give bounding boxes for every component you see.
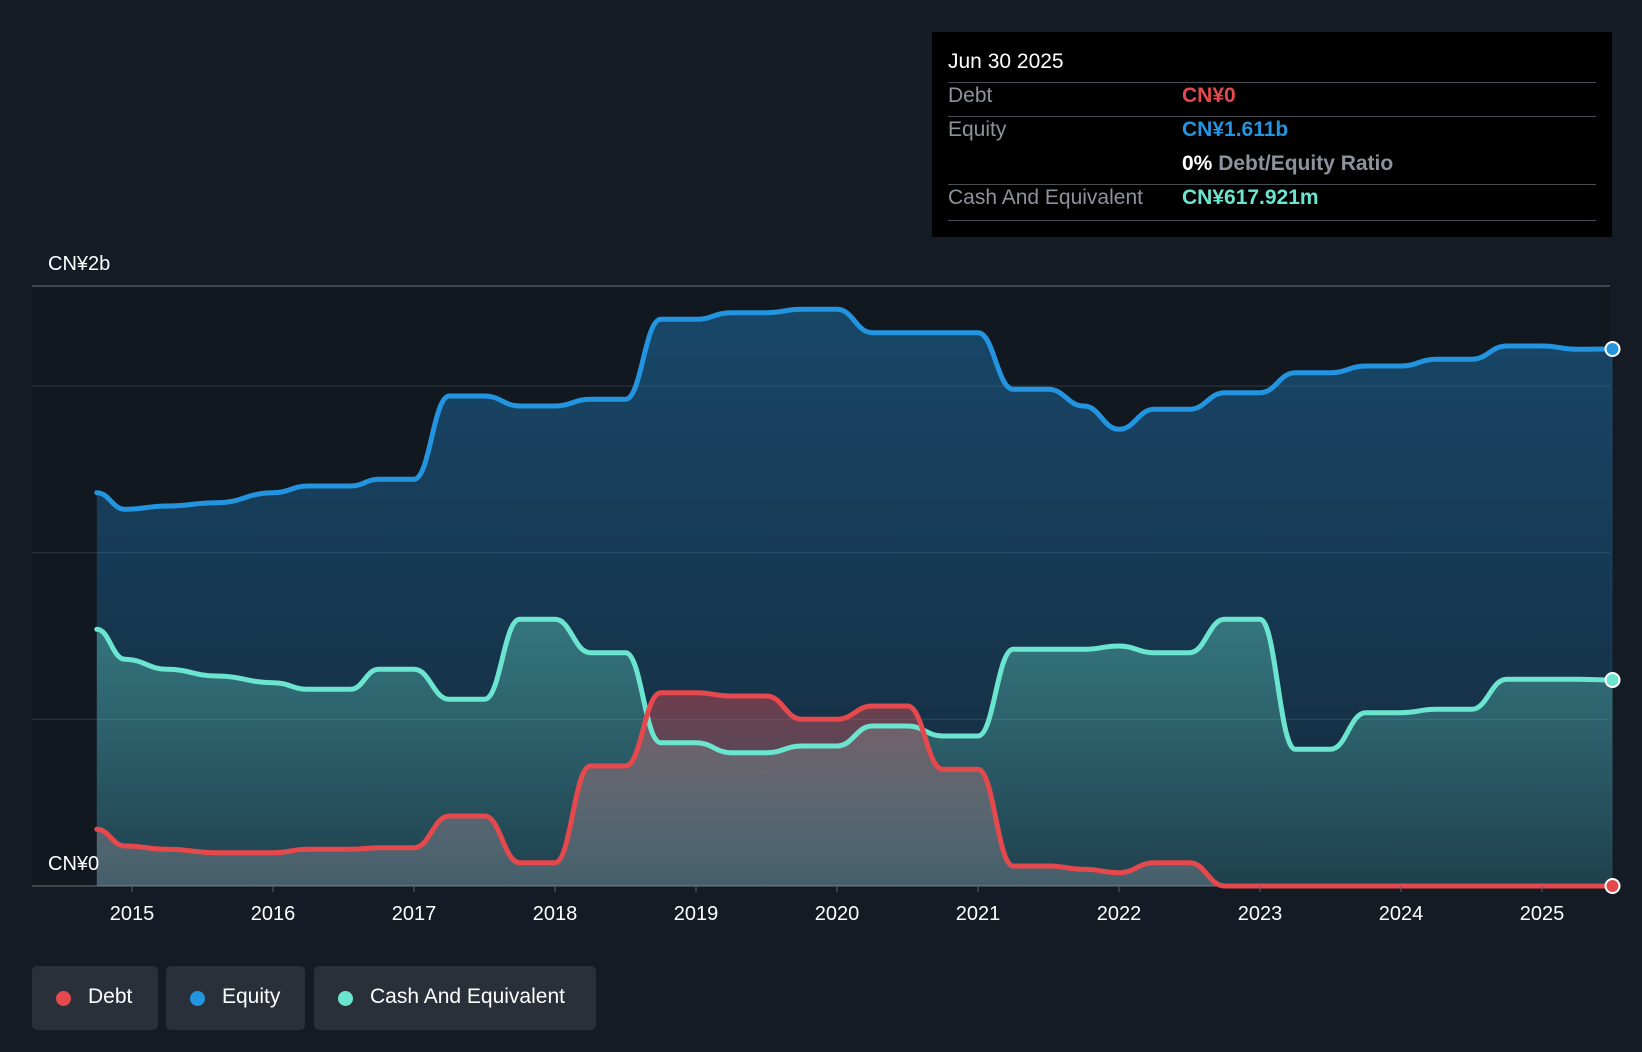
legend-label-cash: Cash And Equivalent <box>370 985 565 1008</box>
debt-line <box>94 690 1615 889</box>
x-tick-label: 2016 <box>251 903 296 925</box>
cash-end-marker[interactable] <box>1604 672 1621 688</box>
x-tick-label: 2025 <box>1520 903 1565 925</box>
legend-label-debt: Debt <box>88 985 133 1008</box>
x-tick-label: 2015 <box>110 903 155 925</box>
x-tick-label: 2022 <box>1097 903 1142 925</box>
x-tick-label: 2021 <box>956 903 1001 925</box>
equity-dot-icon <box>190 991 205 1006</box>
debt-dot-icon <box>56 991 71 1006</box>
debt-end-marker[interactable] <box>1604 878 1621 894</box>
legend-label-equity: Equity <box>222 985 281 1008</box>
tooltip-panel: Jun 30 2025 Debt CN¥0 Equity CN¥1.611b 0… <box>932 32 1612 237</box>
equity-line <box>94 306 1615 512</box>
tooltip-debt-value: CN¥0 <box>1182 84 1236 107</box>
cash-dot-icon <box>338 991 353 1006</box>
tooltip-divider <box>948 82 1596 83</box>
tooltip-equity-value: CN¥1.611b <box>1182 118 1289 141</box>
x-tick-label: 2024 <box>1379 903 1424 925</box>
x-tick-label: 2023 <box>1238 903 1283 925</box>
tooltip-divider <box>948 116 1596 117</box>
tooltip-cash-value: CN¥617.921m <box>1182 186 1319 209</box>
chart-svg: CN¥2b CN¥0 2015 2016 2017 2018 2019 2020 2021 202… <box>32 253 1621 925</box>
tooltip-divider <box>948 184 1596 185</box>
tooltip-cash-label: Cash And Equivalent <box>948 186 1143 209</box>
debt-area <box>96 692 1613 886</box>
legend-item-equity[interactable]: Equity <box>166 966 305 1030</box>
y-tick-label: CN¥2b <box>48 253 110 275</box>
legend-item-cash[interactable]: Cash And Equivalent <box>314 966 596 1030</box>
equity-end-marker[interactable] <box>1604 341 1621 357</box>
x-tick-label: 2018 <box>533 903 578 925</box>
x-tick-label: 2017 <box>392 903 437 925</box>
legend-item-debt[interactable]: Debt <box>32 966 158 1030</box>
tooltip-debt-label: Debt <box>948 84 993 107</box>
cash-line <box>94 616 1615 756</box>
tooltip-ratio-value: 0% <box>1182 152 1213 175</box>
tooltip-ratio-label: Debt/Equity Ratio <box>1218 152 1394 175</box>
tooltip-equity-label: Equity <box>948 118 1007 141</box>
tooltip-ratio: 0% Debt/Equity Ratio <box>1182 152 1393 176</box>
tooltip-date: Jun 30 2025 <box>948 50 1064 73</box>
x-tick-label: 2020 <box>815 903 860 925</box>
y-tick-label: CN¥0 <box>48 853 99 875</box>
x-tick-label: 2019 <box>674 903 719 925</box>
tooltip-divider <box>948 220 1596 221</box>
